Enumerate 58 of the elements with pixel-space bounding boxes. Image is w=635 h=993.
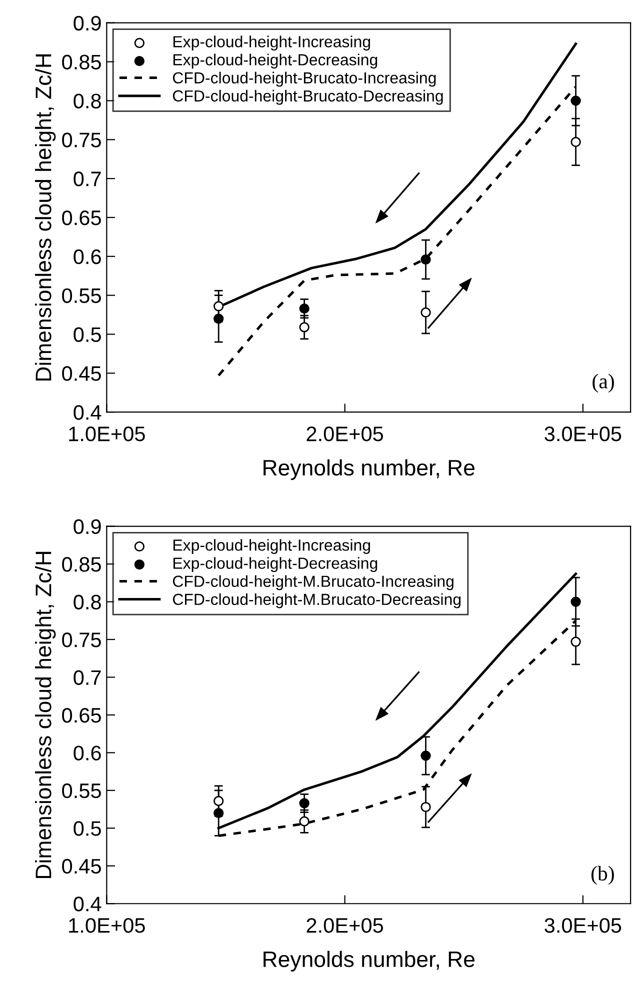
- y-tick-label: 0.8: [74, 94, 101, 108]
- y-tick-label: 0.75: [62, 132, 101, 148]
- legend-label: CFD-cloud-height-M.Brucato-Decreasing: [172, 593, 461, 608]
- x-tick-label: 3.0E+05: [544, 426, 622, 442]
- point: [299, 322, 310, 332]
- y-tick-label: 0.55: [62, 783, 101, 798]
- point: [420, 307, 431, 318]
- y-tick-label: 0.85: [62, 557, 101, 572]
- legend-label: CFD-cloud-height-Brucato-Decreasing: [172, 90, 443, 105]
- legend-label: Exp-cloud-height-Decreasing: [173, 557, 378, 572]
- point: [570, 636, 581, 647]
- annotation: (b): [591, 866, 614, 885]
- y-tick-label: 0.75: [62, 632, 101, 648]
- point: [420, 802, 431, 812]
- y-tick-label: 0.7: [74, 670, 101, 685]
- y-tick-label: 0.9: [74, 519, 101, 534]
- point: [299, 303, 310, 314]
- y-tick-label: 0.55: [62, 288, 101, 304]
- point: [420, 750, 431, 761]
- point: [214, 796, 224, 806]
- y-tick-label: 0.8: [74, 594, 101, 610]
- y-axis-title: Dimensionless cloud height, Zc/H: [35, 54, 56, 381]
- y-tick-label: 0.6: [74, 746, 101, 760]
- y-axis-title: Dimensionless cloud height, Zc/H: [35, 552, 56, 878]
- point: [299, 798, 310, 808]
- x-axis-title: Reynolds number, Re: [264, 950, 474, 972]
- point: [214, 301, 224, 312]
- point: [570, 96, 581, 106]
- y-tick-label: 0.7: [74, 172, 101, 186]
- legend-label: Exp-cloud-height-Decreasing: [173, 54, 378, 69]
- y-tick-label: 0.65: [62, 210, 101, 226]
- point: [570, 136, 581, 148]
- point: [214, 314, 224, 324]
- y-tick-label: 0.5: [74, 821, 101, 836]
- legend-label: CFD-cloud-height-Brucato-Increasing: [172, 72, 436, 87]
- y-tick-label: 0.5: [74, 327, 101, 342]
- x-tick-label: 2.0E+05: [306, 426, 384, 442]
- legend-label: Exp-cloud-height-Increasing: [173, 539, 370, 554]
- y-tick-label: 0.45: [62, 858, 101, 874]
- y-tick-label: 0.45: [62, 366, 101, 381]
- y-tick-label: 0.6: [74, 249, 101, 264]
- x-axis-title: Reynolds number, Re: [264, 459, 474, 480]
- x-tick-label: 1.0E+05: [69, 426, 145, 442]
- point: [420, 254, 431, 265]
- annotation: (a): [592, 374, 614, 393]
- y-tick-label: 0.65: [62, 708, 101, 723]
- y-tick-label: 0.4: [74, 896, 102, 912]
- x-tick-label: 2.0E+05: [306, 918, 384, 933]
- y-tick-label: 0.4: [74, 405, 102, 420]
- legend-label: Exp-cloud-height-Increasing: [173, 36, 370, 51]
- x-tick-label: 1.0E+05: [69, 918, 145, 933]
- point: [570, 596, 581, 607]
- point: [299, 816, 310, 826]
- point: [214, 808, 224, 818]
- y-tick-label: 0.85: [62, 54, 101, 70]
- legend-label: CFD-cloud-height-M.Brucato-Increasing: [172, 575, 454, 590]
- x-tick-label: 3.0E+05: [544, 918, 622, 933]
- y-tick-label: 0.9: [74, 16, 101, 31]
